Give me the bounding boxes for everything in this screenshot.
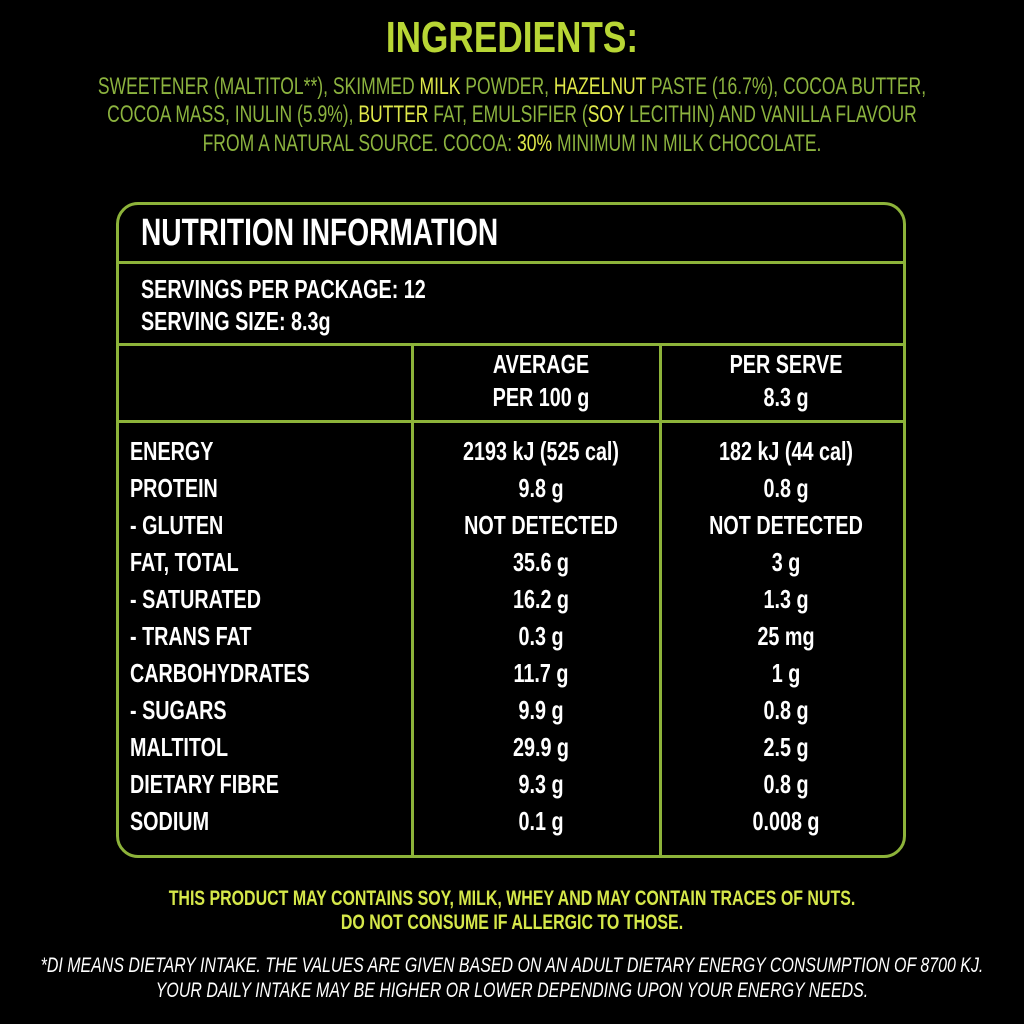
value-per-serve: 1 g: [771, 658, 801, 688]
nutrient-name: - SATURATED: [130, 584, 261, 614]
servings-per-package: SERVINGS PER PACKAGE: 12: [141, 274, 426, 304]
value-per-100g: 0.3 g: [518, 621, 564, 651]
ingredient-text: MINIMUM IN MILK CHOCOLATE.: [552, 130, 822, 157]
serving-size: SERVING SIZE: 8.3g: [141, 306, 331, 336]
nutrient-name: ENERGY: [130, 436, 214, 466]
value-per-serve: 0.8 g: [763, 473, 809, 503]
ingredient-text: BUTTER: [358, 101, 429, 128]
ingredients-line: SWEETENER (MALTITOL**), SKIMMED MILK POW…: [98, 75, 926, 99]
value-per-serve: NOT DETECTED: [709, 510, 863, 540]
value-per-serve: 1.3 g: [763, 584, 809, 614]
value-per-100g: 29.9 g: [512, 732, 570, 762]
value-per-serve: 182 kJ (44 cal): [718, 436, 854, 466]
ingredient-text: POWDER,: [460, 73, 554, 100]
value-per-serve: 2.5 g: [763, 732, 809, 762]
nutrient-name: CARBOHYDRATES: [130, 658, 310, 688]
value-per-100g: 35.6 g: [512, 547, 570, 577]
value-per-100g: 9.8 g: [518, 473, 564, 503]
allergen-note: THIS PRODUCT MAY CONTAINS SOY, MILK, WHE…: [168, 886, 856, 910]
value-per-serve: 25 mg: [757, 621, 815, 651]
divider: [117, 343, 905, 346]
value-per-serve: 0.8 g: [763, 695, 809, 725]
nutrient-name: DIETARY FIBRE: [130, 769, 279, 799]
ingredients-line: FROM A NATURAL SOURCE. COCOA: 30% MINIMU…: [203, 132, 822, 156]
value-per-serve: 0.008 g: [752, 806, 820, 836]
value-per-serve: 3 g: [771, 547, 801, 577]
ingredient-text: HAZELNUT: [553, 73, 647, 100]
nutrient-name: - SUGARS: [130, 695, 227, 725]
nutrition-panel: [116, 202, 906, 858]
nutrient-name: MALTITOL: [130, 732, 229, 762]
ingredient-text: LECITHIN) AND VANILLA FLAVOUR: [624, 101, 917, 128]
disclaimer: *DI MEANS DIETARY INTAKE. THE VALUES ARE…: [40, 953, 984, 977]
ingredient-text: 30%: [517, 130, 553, 157]
value-per-100g: 16.2 g: [512, 584, 570, 614]
divider: [411, 343, 414, 855]
nutrient-name: PROTEIN: [130, 473, 218, 503]
divider: [659, 343, 662, 855]
column-header: PER SERVE: [729, 349, 843, 379]
column-header: PER 100 g: [492, 382, 590, 412]
ingredient-text: SWEETENER (MALTITOL**), SKIMMED: [97, 73, 420, 100]
value-per-100g: NOT DETECTED: [464, 510, 618, 540]
nutrient-name: FAT, TOTAL: [130, 547, 239, 577]
divider: [117, 420, 905, 423]
ingredient-text: FROM A NATURAL SOURCE. COCOA:: [202, 130, 518, 157]
nutrient-name: - GLUTEN: [130, 510, 224, 540]
nutrient-name: SODIUM: [130, 806, 210, 836]
ingredients-title: INGREDIENTS:: [385, 13, 639, 62]
ingredient-text: SOY: [587, 101, 625, 128]
ingredient-text: FAT, EMULSIFIER (: [428, 101, 588, 128]
disclaimer: YOUR DAILY INTAKE MAY BE HIGHER OR LOWER…: [155, 978, 869, 1002]
nutrition-title: NUTRITION INFORMATION: [141, 212, 499, 254]
divider: [117, 261, 905, 264]
value-per-100g: 0.1 g: [518, 806, 564, 836]
ingredient-text: MILK: [419, 73, 461, 100]
value-per-100g: 2193 kJ (525 cal): [462, 436, 620, 466]
value-per-100g: 9.9 g: [518, 695, 564, 725]
value-per-100g: 11.7 g: [513, 658, 569, 688]
ingredient-text: PASTE (16.7%), COCOA BUTTER,: [646, 73, 927, 100]
value-per-serve: 0.8 g: [763, 769, 809, 799]
column-header: AVERAGE: [492, 349, 590, 379]
ingredient-text: COCOA MASS, INULIN (5.9%),: [107, 101, 359, 128]
ingredients-line: COCOA MASS, INULIN (5.9%), BUTTER FAT, E…: [107, 103, 917, 127]
nutrient-name: - TRANS FAT: [130, 621, 252, 651]
allergen-note: DO NOT CONSUME IF ALLERGIC TO THOSE.: [340, 910, 684, 934]
column-header: 8.3 g: [763, 382, 809, 412]
value-per-100g: 9.3 g: [518, 769, 564, 799]
